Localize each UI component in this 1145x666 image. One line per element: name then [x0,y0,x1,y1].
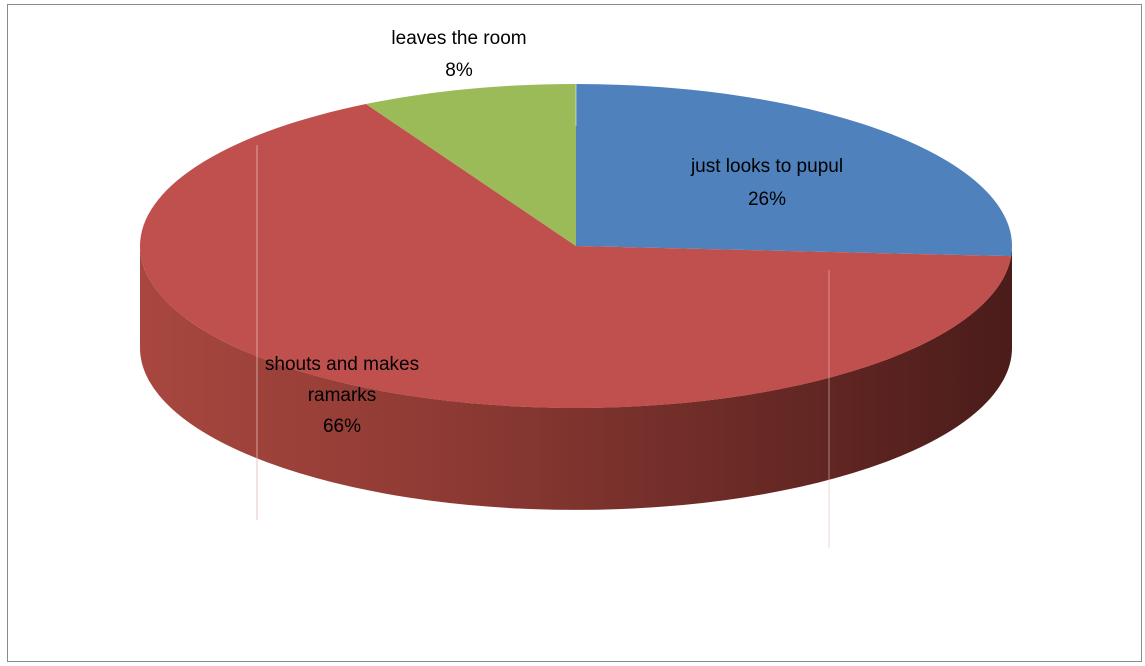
slice-percent-label: 26% [748,189,786,210]
slice-label-shouts: shouts and makes ramarks 66% [265,354,419,437]
pie-side-wall [140,246,1012,510]
slice-percent-label: 8% [445,60,473,81]
slice-just-looks-to-pupul [576,84,1012,257]
slice-leaves-the-room [365,84,576,246]
slice-label-leaves: leaves the room 8% [391,28,526,81]
slice-label-line: ramarks [308,385,377,406]
slice-shouts-and-makes-ramarks [139,104,1012,409]
slice-label-line: leaves the room [391,28,526,49]
slice-percent-label: 66% [323,416,361,437]
slice-label-just-looks: just looks to pupul 26% [690,156,843,210]
slice-label-line: shouts and makes [265,354,419,375]
slice-label-line: just looks to pupul [690,156,843,177]
